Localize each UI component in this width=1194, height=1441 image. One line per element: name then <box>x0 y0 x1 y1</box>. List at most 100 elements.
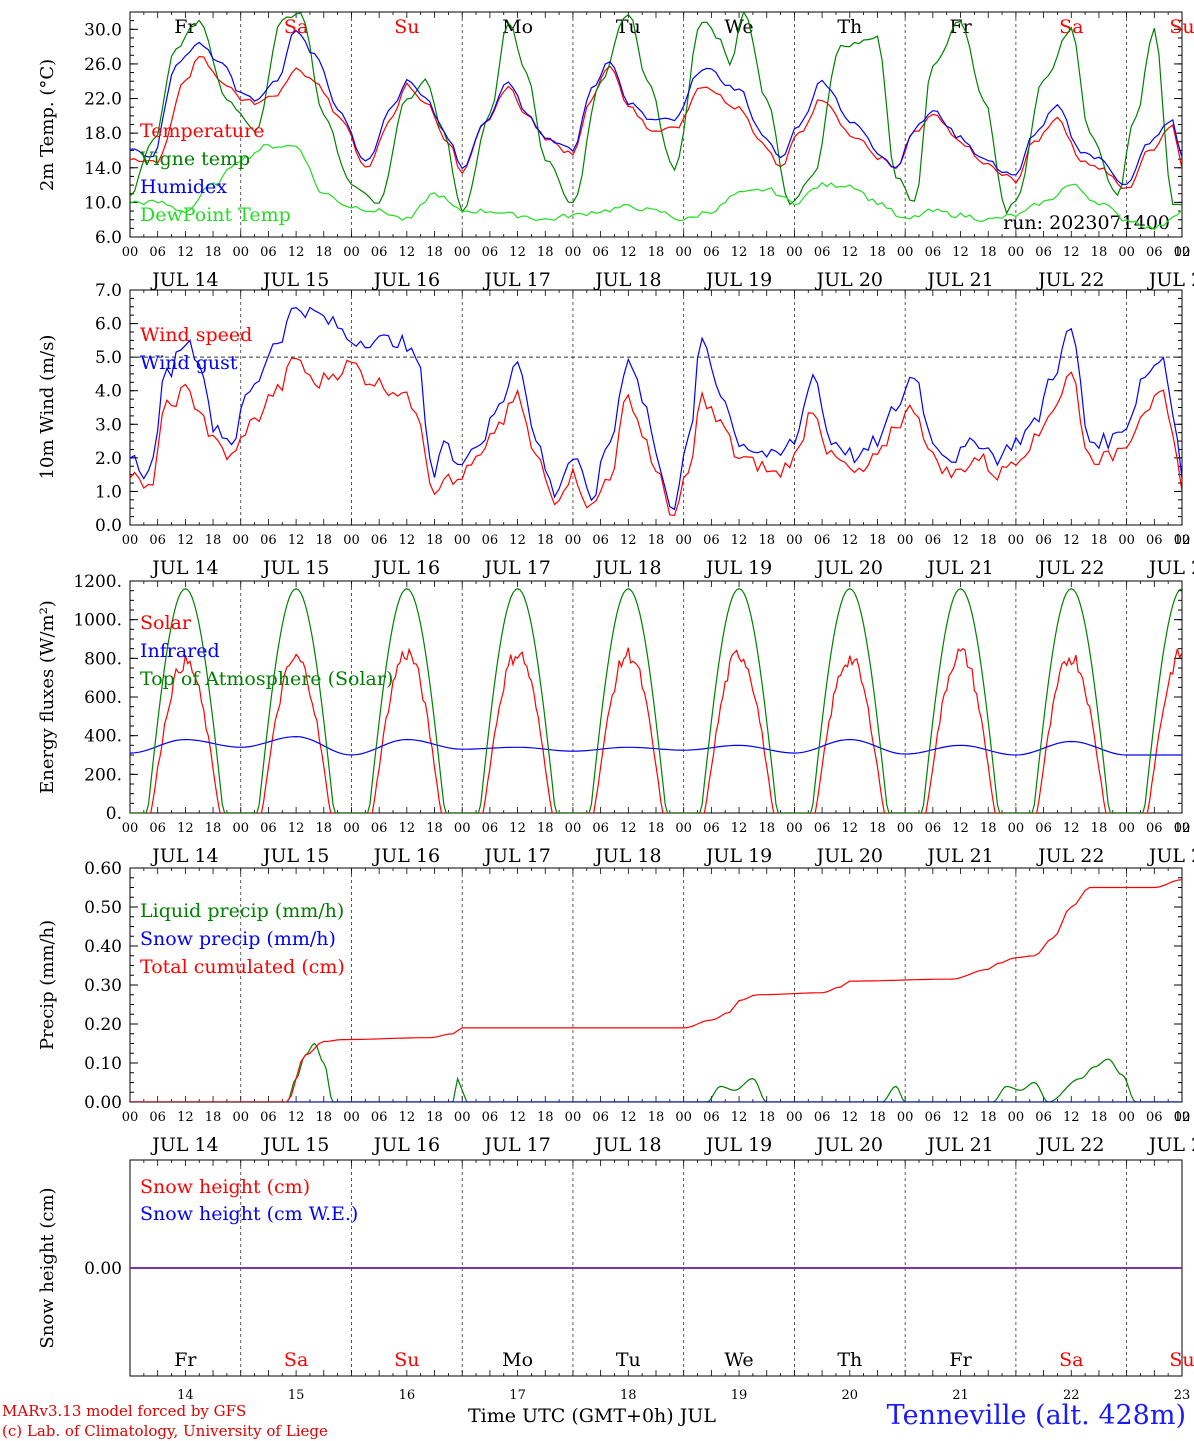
series-group <box>130 306 1182 517</box>
hour-label: 18 <box>648 821 665 836</box>
panel-2: 0.0 1.0 2.0 3.0 4.0 5.0 6.0 7.0 10m Wind (m/s) 00… <box>37 281 1194 579</box>
day-name: Th <box>837 1349 862 1371</box>
hour-label: 00 <box>1118 821 1135 836</box>
hour-label: 18 <box>537 1110 554 1125</box>
panel-3: 0. 200. 400. 600. 800. 1000. 1200. Energy fluxe… <box>37 572 1194 867</box>
hour-label: 00 <box>565 245 582 260</box>
hour-label: 06 <box>149 1110 166 1125</box>
hour-label: 00 <box>1174 1110 1191 1125</box>
day-number: 18 <box>620 1388 637 1403</box>
date-label: JUL 14 <box>150 269 218 291</box>
hour-label: 06 <box>149 533 166 548</box>
y-tick-label: 2.0 <box>95 449 122 469</box>
legend-entry: Wind gust <box>140 352 238 374</box>
date-label: JUL 17 <box>482 845 550 867</box>
hour-label: 18 <box>648 1110 665 1125</box>
hour-label: 18 <box>1091 245 1108 260</box>
y-tick-label: 1.0 <box>95 482 122 502</box>
hour-label: 06 <box>925 533 942 548</box>
station-name: Tenneville (alt. 428m) <box>886 1400 1186 1431</box>
hour-label: 18 <box>316 533 333 548</box>
series-line-dewpoint-temp <box>130 144 1182 231</box>
hour-label: 00 <box>1174 821 1191 836</box>
series-line-infrared <box>130 735 1182 756</box>
hour-label: 06 <box>1146 1110 1163 1125</box>
hour-label: 12 <box>952 245 969 260</box>
y-tick-label: 0.0 <box>95 516 122 536</box>
day-number: 22 <box>1063 1388 1080 1403</box>
model-credit-line1: MARv3.13 model forced by GFS <box>2 1402 247 1420</box>
hour-label: 12 <box>1174 245 1191 260</box>
date-label: JUL 17 <box>482 1134 550 1156</box>
hour-label: 06 <box>482 1110 499 1125</box>
day-name: Sa <box>284 16 308 38</box>
legend-entry: Solar <box>140 612 192 634</box>
date-label: JUL 14 <box>150 845 218 867</box>
hour-label: 12 <box>620 821 637 836</box>
hour-label: 06 <box>482 821 499 836</box>
date-label: JUL 16 <box>372 269 440 291</box>
y-tick-label: 5.0 <box>95 348 122 368</box>
hour-label: 00 <box>1008 245 1025 260</box>
hour-label: 12 <box>731 245 748 260</box>
hour-label: 00 <box>232 245 249 260</box>
hour-label: 18 <box>316 245 333 260</box>
hour-label: 18 <box>316 821 333 836</box>
date-label: JUL 15 <box>261 557 329 579</box>
hour-label: 12 <box>288 821 305 836</box>
hour-label: 18 <box>205 1110 222 1125</box>
hour-label: 12 <box>509 821 526 836</box>
date-label: JUL 20 <box>815 1134 883 1156</box>
series-line-solar <box>130 647 1182 813</box>
hour-label: 12 <box>952 533 969 548</box>
series-line-wind-speed <box>130 357 1182 517</box>
series-line-vigne-temp <box>130 12 1182 215</box>
hour-label: 00 <box>454 821 471 836</box>
hour-label: 06 <box>1035 533 1052 548</box>
hour-label: 18 <box>869 1110 886 1125</box>
day-number: 19 <box>731 1388 748 1403</box>
y-axis-label: Precip (mm/h) <box>37 920 58 1050</box>
series-group <box>130 879 1182 1102</box>
hour-label: 00 <box>122 245 139 260</box>
legend-entry: Liquid precip (mm/h) <box>140 900 344 922</box>
series-line-liquid-precip-mm-h <box>130 1042 1182 1102</box>
hour-label: 00 <box>897 533 914 548</box>
date-label: JUL 23 <box>1147 557 1194 579</box>
y-tick-label: 7.0 <box>95 281 122 301</box>
hour-label: 12 <box>1063 533 1080 548</box>
hour-label: 00 <box>1118 533 1135 548</box>
date-label: JUL 20 <box>815 557 883 579</box>
y-tick-label: 1200. <box>73 572 122 592</box>
hour-label: 18 <box>426 245 443 260</box>
y-tick-label: 3.0 <box>95 415 122 435</box>
hour-label: 12 <box>731 533 748 548</box>
day-name: Su <box>1169 16 1194 38</box>
hour-label: 18 <box>980 245 997 260</box>
day-name: Mo <box>502 1349 533 1371</box>
y-tick-label: 6.0 <box>95 228 122 248</box>
hour-label: 12 <box>952 821 969 836</box>
hour-label: 18 <box>758 245 775 260</box>
series-line-humidex <box>130 29 1182 186</box>
hour-label: 06 <box>592 821 609 836</box>
day-name: Tu <box>616 1349 641 1371</box>
hour-label: 00 <box>897 1110 914 1125</box>
hour-label: 06 <box>592 533 609 548</box>
y-tick-label: 18.0 <box>84 124 122 144</box>
series-line-temperature <box>130 55 1182 190</box>
hour-label: 12 <box>1174 533 1191 548</box>
y-axis-label: Energy fluxes (W/m²) <box>37 600 58 794</box>
hour-label: 00 <box>122 1110 139 1125</box>
day-name: Su <box>394 16 419 38</box>
date-label: JUL 22 <box>1036 557 1104 579</box>
hour-label: 00 <box>675 1110 692 1125</box>
hour-label: 06 <box>371 245 388 260</box>
y-tick-label: 14.0 <box>84 159 122 179</box>
hour-label: 06 <box>925 245 942 260</box>
hour-label: 00 <box>454 533 471 548</box>
hour-label: 06 <box>260 821 277 836</box>
hour-label: 00 <box>1008 821 1025 836</box>
date-label: JUL 23 <box>1147 845 1194 867</box>
hour-label: 06 <box>703 245 720 260</box>
